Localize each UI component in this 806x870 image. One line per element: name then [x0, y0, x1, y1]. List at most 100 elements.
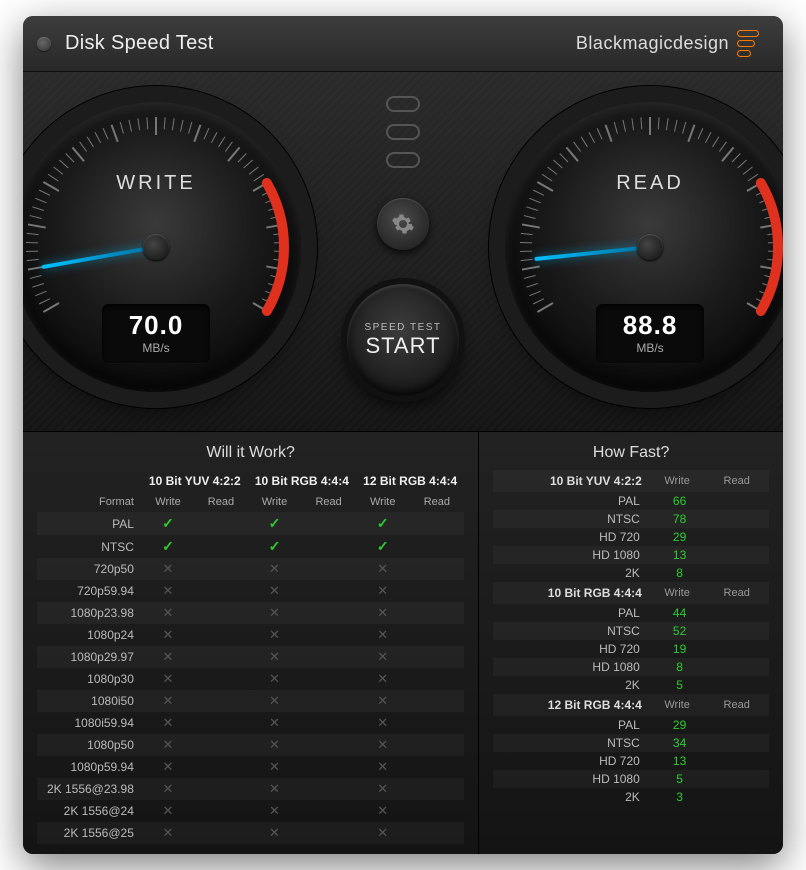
read-gauge-hub [637, 234, 663, 260]
table-row: PAL66 [493, 492, 769, 510]
table-row: 1080p50✕✕✕ [37, 734, 464, 756]
cross-icon: ✕ [163, 825, 174, 840]
start-button[interactable]: SPEED TEST START [347, 284, 459, 396]
table-row: 2K 1556@23.98✕✕✕ [37, 778, 464, 800]
cross-icon: ✕ [377, 693, 388, 708]
cross-icon: ✕ [377, 803, 388, 818]
table-row: NTSC34 [493, 734, 769, 752]
cross-icon: ✕ [269, 737, 280, 752]
table-row: 1080i59.94✕✕✕ [37, 712, 464, 734]
gear-icon [391, 212, 415, 236]
check-icon: ✓ [377, 515, 389, 531]
cross-icon: ✕ [269, 671, 280, 686]
will-it-work-title: Will it Work? [37, 444, 464, 462]
table-row: HD 10808 [493, 658, 769, 676]
cross-icon: ✕ [377, 825, 388, 840]
indicator-1 [386, 96, 420, 112]
cross-icon: ✕ [163, 671, 174, 686]
cross-icon: ✕ [377, 715, 388, 730]
cross-icon: ✕ [377, 737, 388, 752]
cross-icon: ✕ [377, 759, 388, 774]
table-row: NTSC✓✓✓ [37, 535, 464, 558]
cross-icon: ✕ [163, 803, 174, 818]
table-row: 2K 1556@25✕✕✕ [37, 822, 464, 844]
read-gauge: READ 88.8 MB/s [505, 102, 783, 392]
cross-icon: ✕ [269, 693, 280, 708]
app-window: Disk Speed Test Blackmagicdesign WRITE 7… [23, 16, 783, 854]
how-fast-panel: How Fast? 10 Bit YUV 4:2:2WriteReadPAL66… [479, 432, 783, 854]
results-area: Will it Work? 10 Bit YUV 4:2:210 Bit RGB… [23, 432, 783, 854]
write-readout: 70.0 MB/s [102, 304, 210, 364]
write-value: 70.0 [102, 310, 210, 341]
table-row: 720p59.94✕✕✕ [37, 580, 464, 602]
check-icon: ✓ [269, 538, 281, 554]
cross-icon: ✕ [163, 649, 174, 664]
gauge-area: WRITE 70.0 MB/s READ 88.8 MB/s [23, 72, 783, 432]
cross-icon: ✕ [269, 627, 280, 642]
close-button[interactable] [37, 37, 51, 51]
cross-icon: ✕ [163, 781, 174, 796]
start-button-label: START [365, 333, 440, 359]
brand-text: Blackmagicdesign [576, 33, 729, 54]
cross-icon: ✕ [269, 781, 280, 796]
write-unit: MB/s [102, 341, 210, 355]
cross-icon: ✕ [377, 583, 388, 598]
check-icon: ✓ [269, 515, 281, 531]
cross-icon: ✕ [377, 671, 388, 686]
table-row: 720p50✕✕✕ [37, 558, 464, 580]
cross-icon: ✕ [163, 759, 174, 774]
cross-icon: ✕ [163, 627, 174, 642]
table-row: NTSC52 [493, 622, 769, 640]
brand-logo-icon [737, 30, 759, 57]
window-title: Disk Speed Test [65, 32, 214, 55]
table-row: HD 72029 [493, 528, 769, 546]
table-row: HD 72019 [493, 640, 769, 658]
write-gauge-hub [143, 234, 169, 260]
will-it-work-table: 10 Bit YUV 4:2:210 Bit RGB 4:4:412 Bit R… [37, 470, 464, 844]
cross-icon: ✕ [269, 803, 280, 818]
cross-icon: ✕ [377, 561, 388, 576]
indicator-2 [386, 124, 420, 140]
cross-icon: ✕ [269, 759, 280, 774]
table-row: 2K3 [493, 788, 769, 806]
table-row: HD 108013 [493, 546, 769, 564]
write-gauge-label: WRITE [23, 172, 301, 195]
cross-icon: ✕ [163, 715, 174, 730]
cross-icon: ✕ [163, 693, 174, 708]
brand: Blackmagicdesign [576, 30, 759, 57]
read-gauge-label: READ [505, 172, 783, 195]
cross-icon: ✕ [163, 737, 174, 752]
cross-icon: ✕ [269, 825, 280, 840]
cross-icon: ✕ [269, 561, 280, 576]
table-row: HD 72013 [493, 752, 769, 770]
cross-icon: ✕ [163, 561, 174, 576]
check-icon: ✓ [162, 515, 174, 531]
table-row: 1080p59.94✕✕✕ [37, 756, 464, 778]
table-row: 2K8 [493, 564, 769, 582]
table-row: NTSC78 [493, 510, 769, 528]
settings-button[interactable] [377, 198, 429, 250]
check-icon: ✓ [377, 538, 389, 554]
cross-icon: ✕ [163, 583, 174, 598]
check-icon: ✓ [162, 538, 174, 554]
table-row: 2K 1556@24✕✕✕ [37, 800, 464, 822]
table-row: PAL✓✓✓ [37, 512, 464, 535]
cross-icon: ✕ [269, 605, 280, 620]
table-row: 1080p23.98✕✕✕ [37, 602, 464, 624]
table-row: 1080p29.97✕✕✕ [37, 646, 464, 668]
cross-icon: ✕ [163, 605, 174, 620]
how-fast-title: How Fast? [493, 444, 769, 462]
will-it-work-panel: Will it Work? 10 Bit YUV 4:2:210 Bit RGB… [23, 432, 479, 854]
table-row: 2K5 [493, 676, 769, 694]
cross-icon: ✕ [377, 649, 388, 664]
table-row: 1080p24✕✕✕ [37, 624, 464, 646]
cross-icon: ✕ [377, 605, 388, 620]
table-row: PAL29 [493, 716, 769, 734]
start-button-small-label: SPEED TEST [364, 322, 441, 333]
read-value: 88.8 [596, 310, 704, 341]
indicator-3 [386, 152, 420, 168]
read-unit: MB/s [596, 341, 704, 355]
center-column: SPEED TEST START [347, 96, 459, 396]
read-readout: 88.8 MB/s [596, 304, 704, 364]
cross-icon: ✕ [377, 627, 388, 642]
